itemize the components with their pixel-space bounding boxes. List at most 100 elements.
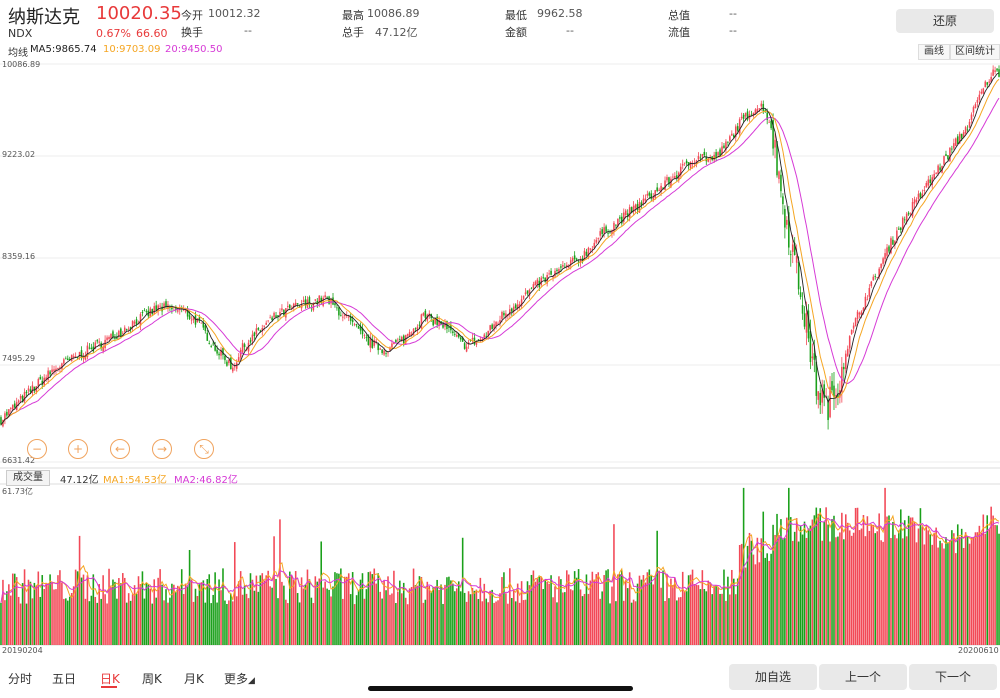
volume-bar (457, 581, 460, 645)
volume-bar (434, 586, 436, 645)
candle-body (404, 335, 407, 344)
compress-circle-icon[interactable]: ⤡ (194, 439, 214, 459)
candle-body (650, 193, 653, 199)
volume-bar (288, 571, 291, 645)
tab-weekly-k[interactable]: 周K (142, 672, 162, 686)
volume-bar (676, 600, 678, 645)
candle-body (259, 330, 262, 332)
candle-body (556, 269, 558, 271)
volume-bar (949, 540, 951, 645)
volume-bar (854, 507, 857, 645)
volume-tab[interactable]: 成交量 (6, 470, 50, 486)
volume-bar (448, 576, 450, 645)
volume-bar (120, 583, 122, 645)
volume-bar (903, 520, 906, 645)
volume-bar (552, 597, 554, 645)
volume-bar (774, 534, 776, 645)
candle-body (318, 295, 321, 303)
volume-bar (640, 579, 643, 645)
candle-body (94, 342, 97, 350)
candle-body (80, 350, 83, 359)
volume-bar (520, 581, 523, 645)
candle-body (53, 369, 55, 372)
candle-body (37, 379, 40, 386)
draw-line-button[interactable]: 画线 (918, 44, 950, 60)
volume-bar (322, 587, 324, 645)
candle-body (628, 207, 631, 218)
candle-body (239, 349, 242, 358)
volume-bar (255, 575, 258, 645)
restore-button[interactable]: 还原 (896, 9, 994, 33)
candle-body (224, 355, 226, 361)
volume-bar (473, 590, 476, 645)
zoom-in-icon[interactable]: + (68, 439, 88, 459)
candle-body (621, 216, 623, 224)
candle-body (277, 315, 279, 317)
bottom-nav: 分时 五日 日K 周K 月K 更多◢ 加自选 上一个 下一个 (0, 664, 1000, 698)
candle-body (888, 246, 890, 252)
volume-bar (273, 536, 275, 645)
candle-body (996, 68, 998, 71)
candle-body (699, 157, 702, 159)
volume-bar (960, 528, 963, 645)
volume-bar (294, 571, 297, 645)
candle-body (656, 187, 658, 192)
arrow-left-circle-icon[interactable]: ← (110, 439, 130, 459)
tab-daily-k[interactable]: 日K (100, 672, 120, 686)
volume-ma1: MA1:54.53亿 (103, 475, 167, 486)
volume-bar (937, 547, 939, 645)
candle-body (862, 307, 865, 312)
candle-body (522, 295, 525, 299)
candle-body (595, 239, 598, 243)
tab-more[interactable]: 更多◢ (224, 670, 255, 687)
candle-body (406, 333, 409, 336)
candle-body (923, 190, 926, 191)
volume-bar (689, 574, 692, 645)
zoom-out-icon[interactable]: − (27, 439, 47, 459)
candle-body (575, 258, 578, 260)
volume-bar (344, 576, 346, 645)
candle-body (892, 239, 894, 245)
previous-button[interactable]: 上一个 (819, 664, 907, 690)
candle-body (133, 321, 136, 324)
kline-chart[interactable] (0, 0, 1000, 664)
candle-body (328, 296, 330, 304)
volume-bar (809, 525, 812, 645)
arrow-right-circle-icon[interactable]: → (152, 439, 172, 459)
volume-bar (534, 581, 537, 645)
candle-body (397, 339, 399, 341)
candle-body (587, 247, 590, 257)
candle-body (511, 308, 513, 312)
candle-body (218, 353, 220, 356)
candle-body (882, 258, 884, 264)
add-watchlist-button[interactable]: 加自选 (729, 664, 817, 690)
volume-bar (611, 586, 613, 645)
tab-intraday[interactable]: 分时 (8, 672, 33, 686)
volume-bar (703, 588, 706, 645)
tab-monthly-k[interactable]: 月K (184, 672, 204, 686)
volume-bar (139, 584, 142, 645)
candle-body (222, 348, 224, 356)
volume-bar (230, 593, 232, 645)
ma-title: 均线 (8, 48, 28, 59)
candle-body (939, 167, 941, 171)
volume-bar (436, 579, 438, 645)
candle-body (774, 139, 776, 148)
next-button[interactable]: 下一个 (909, 664, 997, 690)
candle-body (901, 217, 904, 231)
volume-bar (141, 571, 144, 645)
candle-body (367, 335, 370, 346)
tab-five-day[interactable]: 五日 (52, 672, 77, 686)
candle-body (992, 69, 994, 76)
volume-bar (147, 584, 150, 645)
volume-bar (670, 578, 672, 645)
candle-body (583, 250, 586, 259)
candle-body (357, 325, 360, 329)
candle-body (249, 340, 252, 343)
candle-body (90, 347, 93, 350)
volume-bar (772, 524, 774, 645)
volume-bar (39, 596, 42, 645)
candle-body (962, 132, 965, 138)
volume-bar (347, 573, 350, 645)
volume-bar (15, 577, 18, 645)
